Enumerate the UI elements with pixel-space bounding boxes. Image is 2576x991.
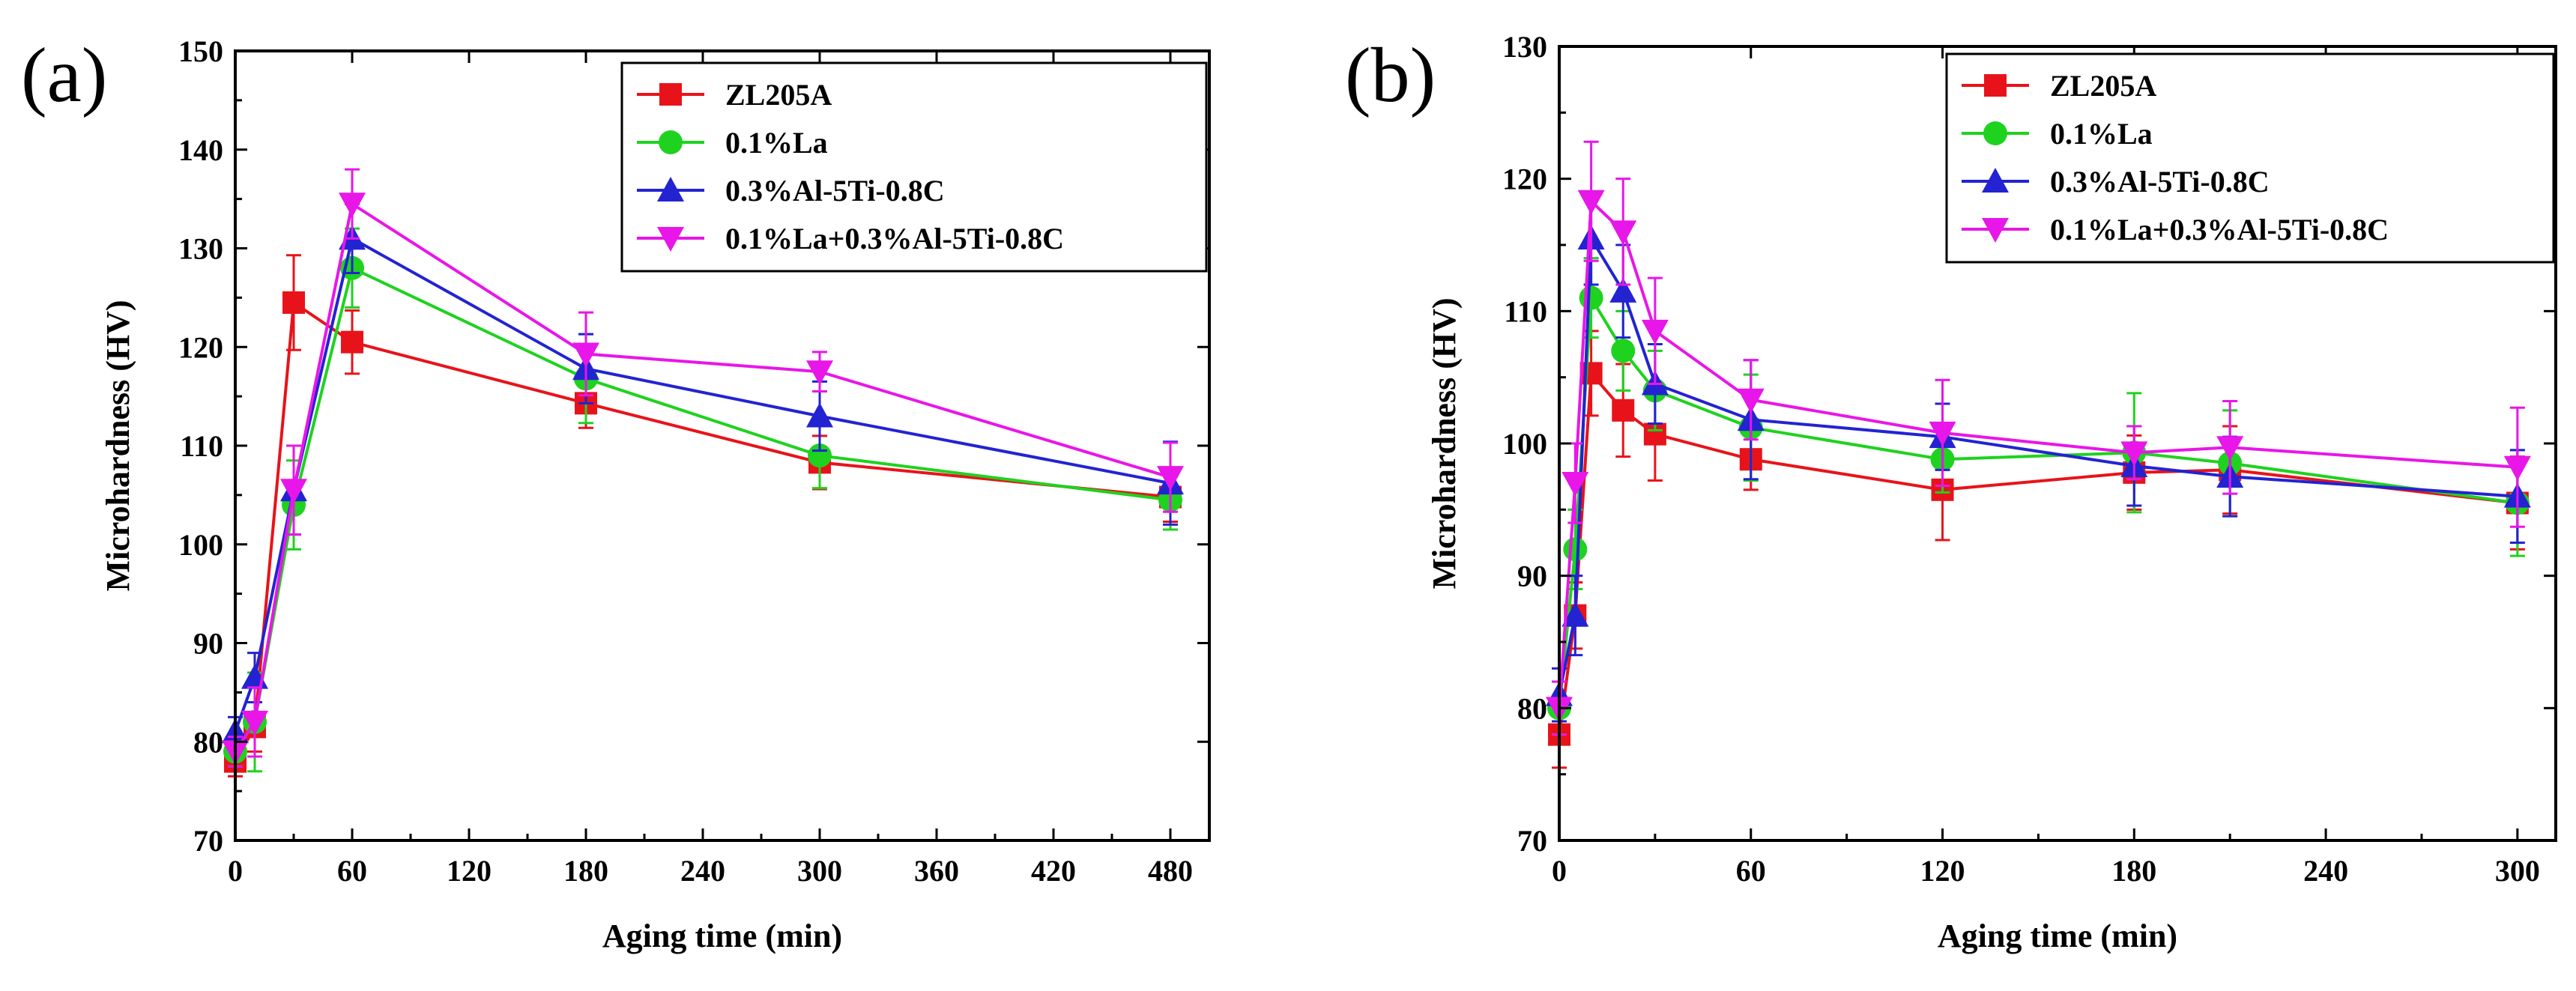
legend-marker	[659, 130, 683, 154]
data-point	[1609, 220, 1637, 246]
legend-marker	[657, 177, 684, 201]
legend-entry: ZL205A	[1962, 69, 2156, 103]
panel-label: (b)	[1345, 32, 1436, 118]
x-tick-label: 180	[563, 854, 608, 888]
legend-marker	[1983, 121, 2007, 145]
legend-entry: 0.1%La+0.3%Al-5Ti-0.8C	[637, 222, 1064, 255]
x-tick-label: 60	[1736, 854, 1766, 888]
legend-label: ZL205A	[725, 78, 832, 112]
legend-marker	[659, 83, 682, 106]
x-tick-label: 0	[228, 854, 243, 888]
data-point	[1577, 190, 1605, 215]
data-point	[2216, 436, 2244, 461]
data-point	[1157, 466, 1184, 491]
data-point	[1641, 319, 1669, 345]
x-tick-label: 420	[1031, 854, 1076, 888]
data-point	[1561, 601, 1589, 627]
y-tick-label: 70	[1517, 824, 1547, 858]
data-point	[1561, 472, 1589, 497]
data-point	[806, 402, 833, 428]
data-point	[2120, 441, 2148, 467]
x-tick-label: 240	[680, 854, 725, 888]
y-axis-title: Microhardness (HV)	[1426, 297, 1463, 589]
series-line	[1558, 198, 2518, 709]
data-point	[1737, 388, 1765, 413]
data-point	[572, 342, 599, 368]
y-tick-label: 90	[193, 627, 223, 661]
legend-marker	[1982, 168, 2009, 193]
y-tick-label: 80	[193, 725, 223, 759]
legend-marker	[1984, 74, 2007, 97]
legend-label: ZL205A	[2050, 69, 2156, 103]
x-tick-label: 120	[447, 854, 492, 888]
legend-entry: 0.1%La+0.3%Al-5Ti-0.8C	[1962, 213, 2389, 246]
data-point	[1611, 339, 1636, 363]
y-tick-label: 150	[178, 34, 223, 68]
x-tick-label: 300	[2495, 854, 2540, 888]
data-point	[1929, 421, 1956, 446]
data-point	[339, 193, 366, 218]
legend-label: 0.1%La	[2050, 117, 2153, 151]
legend-entry: 0.1%La	[1962, 117, 2153, 151]
y-tick-label: 110	[1504, 294, 1547, 328]
data-point	[1563, 537, 1588, 562]
legend-entry: 0.3%Al-5Ti-0.8C	[1962, 165, 2270, 198]
x-tick-label: 360	[914, 854, 959, 888]
y-tick-label: 110	[180, 429, 223, 463]
legend-entry: 0.3%Al-5Ti-0.8C	[637, 174, 945, 207]
panel-label: (a)	[21, 32, 107, 118]
legend: ZL205A 0.1%La 0.3%Al-5Ti-0.8C 0.1%La+0.3%Al…	[1945, 52, 2555, 264]
data-point	[1579, 285, 1603, 310]
y-tick-label: 120	[1502, 163, 1547, 196]
data-point	[241, 710, 268, 736]
y-tick-label: 100	[178, 528, 223, 562]
y-tick-label: 90	[1517, 560, 1547, 593]
legend-label: 0.1%La+0.3%Al-5Ti-0.8C	[725, 222, 1064, 255]
x-tick-label: 0	[1552, 854, 1567, 888]
x-axis-title: Aging time (min)	[1938, 918, 2177, 954]
x-tick-label: 180	[2111, 854, 2156, 888]
x-tick-label: 300	[797, 854, 842, 888]
legend-label: 0.3%Al-5Ti-0.8C	[2050, 165, 2270, 198]
y-tick-label: 130	[1502, 30, 1547, 64]
data-point	[806, 360, 833, 386]
legend-entry: 0.1%La	[637, 126, 828, 160]
data-point	[1609, 277, 1637, 303]
x-tick-label: 240	[2303, 854, 2348, 888]
series-layer	[1546, 140, 2531, 769]
x-tick-label: 480	[1148, 854, 1193, 888]
legend-marker	[657, 227, 684, 252]
legend-label: 0.3%Al-5Ti-0.8C	[725, 174, 945, 207]
chart-panel-b: (b) 0 60 120 180 240 300 70 80 90 100 110 120 130 Agin…	[1345, 30, 2557, 954]
data-point	[1612, 398, 1635, 422]
data-point	[280, 479, 307, 504]
x-tick-label: 120	[1920, 854, 1965, 888]
data-point	[2503, 455, 2531, 481]
legend: ZL205A 0.1%La 0.3%Al-5Ti-0.8C 0.1%La+0.3%Al…	[620, 61, 1208, 273]
series-layer	[222, 168, 1184, 778]
data-point	[341, 330, 363, 354]
y-axis-title: Microhardness (HV)	[100, 300, 136, 591]
legend-label: 0.1%La	[725, 126, 828, 160]
chart-panel-a: (a) 0 60 120 180 240 300 360 420 480 70 80 90 100 110 1…	[21, 32, 1211, 954]
y-tick-label: 100	[1502, 427, 1547, 461]
y-tick-label: 80	[1517, 691, 1547, 725]
y-tick-label: 130	[178, 232, 223, 266]
legend-marker	[1982, 218, 2009, 243]
series-line	[1558, 233, 2518, 696]
y-tick-label: 140	[178, 133, 223, 167]
legend-box	[620, 61, 1208, 273]
y-tick-label: 70	[193, 824, 223, 858]
legend-box	[1945, 52, 2555, 264]
data-point	[282, 291, 305, 314]
y-tick-label: 120	[178, 330, 223, 364]
x-axis-title: Aging time (min)	[602, 918, 842, 954]
legend-label: 0.1%La+0.3%Al-5Ti-0.8C	[2050, 213, 2389, 246]
x-tick-label: 60	[337, 854, 367, 888]
legend-entry: ZL205A	[637, 78, 832, 112]
